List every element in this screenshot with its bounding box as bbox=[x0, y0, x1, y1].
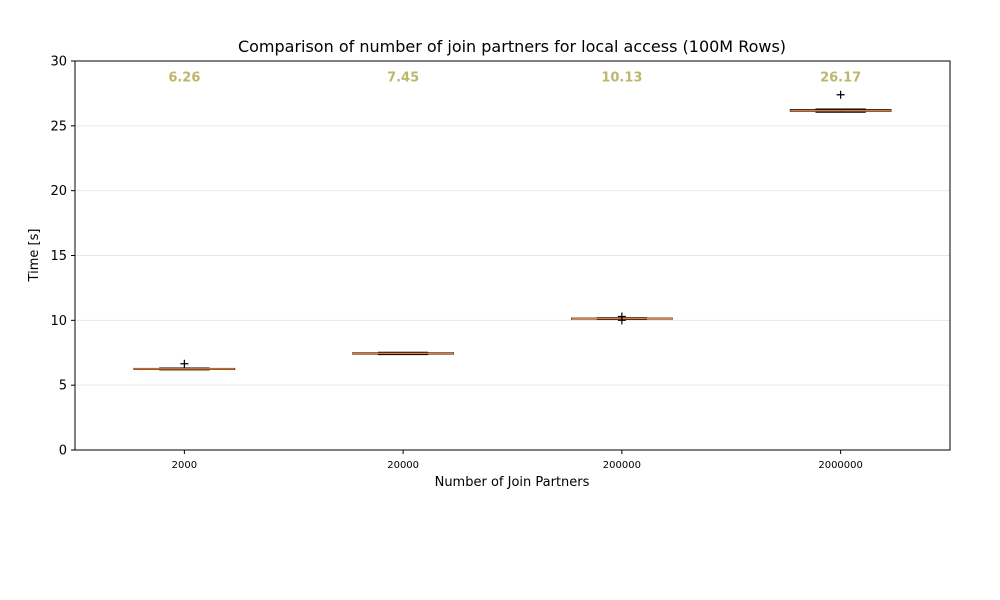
y-tick-label-10: 10 bbox=[50, 314, 67, 329]
y-tick-label-20: 20 bbox=[50, 184, 67, 199]
x-axis-ticks: 2000 20000 200000 2000000 bbox=[172, 450, 863, 471]
median-annotations: 6.26 7.45 10.13 26.17 bbox=[168, 71, 861, 86]
x-tick-label-200000: 200000 bbox=[603, 460, 641, 471]
median-annotation-2000: 6.26 bbox=[168, 71, 200, 86]
y-axis-label: Time [s] bbox=[27, 229, 42, 283]
x-tick-label-2000: 2000 bbox=[172, 460, 197, 471]
y-tick-label-25: 25 bbox=[50, 119, 67, 134]
x-axis-label: Number of Join Partners bbox=[435, 475, 590, 490]
boxes-layer bbox=[133, 90, 892, 371]
y-axis-ticks: 0 5 10 15 20 25 30 bbox=[50, 55, 75, 459]
median-annotation-2000000: 26.17 bbox=[820, 71, 861, 86]
y-tick-label-30: 30 bbox=[50, 55, 67, 70]
flier-2000-0 bbox=[180, 359, 189, 368]
flier-2000000-0 bbox=[836, 90, 845, 99]
y-tick-label-15: 15 bbox=[50, 249, 67, 264]
box-20000 bbox=[352, 351, 454, 356]
chart-title: Comparison of number of join partners fo… bbox=[238, 37, 786, 56]
x-tick-label-2000000: 2000000 bbox=[818, 460, 863, 471]
box-2000 bbox=[133, 359, 236, 371]
median-annotation-200000: 10.13 bbox=[601, 71, 642, 86]
y-tick-label-0: 0 bbox=[59, 444, 67, 459]
y-tick-label-5: 5 bbox=[59, 379, 67, 394]
flier-200000-1 bbox=[617, 312, 626, 321]
box-2000000 bbox=[789, 90, 892, 113]
box-200000 bbox=[571, 312, 673, 325]
x-tick-label-20000: 20000 bbox=[387, 460, 419, 471]
median-annotation-20000: 7.45 bbox=[387, 71, 419, 86]
grid-lines bbox=[75, 125, 950, 386]
